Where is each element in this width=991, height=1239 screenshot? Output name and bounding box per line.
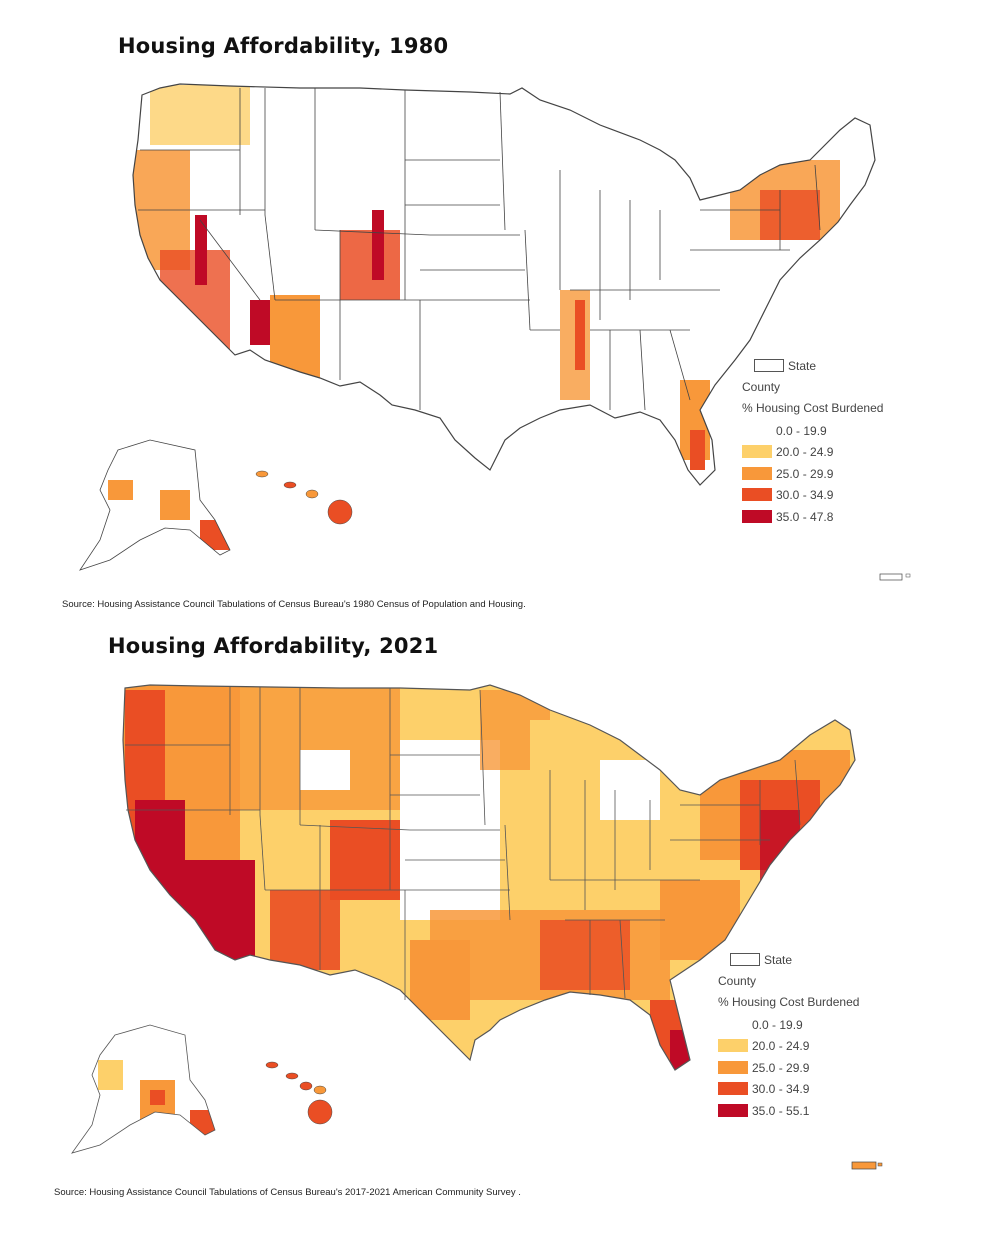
us-county-map-2021 — [71, 684, 883, 1170]
state-swatch — [754, 359, 784, 373]
legend-class-4: 35.0 - 55.1 — [718, 1101, 859, 1123]
legend-class-label: 25.0 - 29.9 — [776, 466, 834, 481]
legend-swatch-4 — [718, 1103, 748, 1117]
legend-class-0: 0.0 - 19.9 — [742, 421, 883, 443]
legend-class-4: 35.0 - 47.8 — [742, 507, 883, 529]
legend-class-label: 35.0 - 47.8 — [776, 509, 834, 524]
legend-swatch-0 — [718, 1018, 748, 1031]
source-note: Source: Housing Assistance Council Tabul… — [62, 599, 526, 610]
legend-class-2: 25.0 - 29.9 — [718, 1058, 859, 1080]
legend-swatch-1 — [742, 445, 772, 459]
state-borders-2021 — [122, 684, 856, 1071]
legend-swatch-2 — [718, 1060, 748, 1074]
legend-class-3: 30.0 - 34.9 — [718, 1079, 859, 1101]
puerto-rico-2021 — [851, 1161, 883, 1170]
legend-state-row: State — [742, 356, 883, 378]
legend-swatch-3 — [718, 1082, 748, 1096]
legend-class-label: 30.0 - 34.9 — [776, 487, 834, 502]
map-panel-1980: Housing Affordability, 1980 State County… — [62, 34, 911, 610]
legend-swatch-1 — [718, 1039, 748, 1053]
legend-class-label: 25.0 - 29.9 — [752, 1060, 810, 1075]
legend-class-label: 0.0 - 19.9 — [776, 423, 827, 438]
map-legend-1980: State County % Housing Cost Burdened 0.0… — [742, 356, 883, 528]
legend-state-label: State — [764, 952, 793, 967]
legend-class-2: 25.0 - 29.9 — [742, 464, 883, 486]
legend-class-3: 30.0 - 34.9 — [742, 485, 883, 507]
legend-class-1: 20.0 - 24.9 — [718, 1036, 859, 1058]
legend-class-1: 20.0 - 24.9 — [742, 442, 883, 464]
puerto-rico-1980 — [879, 573, 911, 581]
legend-class-label: 20.0 - 24.9 — [776, 444, 834, 459]
legend-state-row: State — [718, 950, 859, 972]
legend-measure-label: % Housing Cost Burdened — [742, 401, 884, 415]
legend-swatch-2 — [742, 466, 772, 480]
source-note: Source: Housing Assistance Council Tabul… — [54, 1187, 521, 1198]
map-legend-2021: State County % Housing Cost Burdened 0.0… — [718, 950, 859, 1122]
legend-class-0: 0.0 - 19.9 — [718, 1015, 859, 1037]
alaska-2021 — [72, 1025, 215, 1153]
legend-swatch-3 — [742, 488, 772, 502]
legend-county-label: County — [742, 379, 781, 394]
alaska-1980 — [80, 440, 230, 570]
map-title: Housing Affordability, 2021 — [108, 634, 439, 658]
legend-class-label: 35.0 - 55.1 — [752, 1103, 810, 1118]
hawaii-1980 — [255, 470, 353, 525]
map-panel-2021: Housing Affordability, 2021 State County… — [0, 620, 991, 1239]
legend-class-label: 0.0 - 19.9 — [752, 1017, 803, 1032]
legend-swatch-0 — [742, 424, 772, 437]
conus-1980 — [133, 84, 875, 485]
legend-state-label: State — [788, 358, 817, 373]
legend-county-label: County — [718, 973, 757, 988]
legend-class-label: 30.0 - 34.9 — [752, 1081, 810, 1096]
state-swatch — [730, 953, 760, 967]
legend-class-label: 20.0 - 24.9 — [752, 1038, 810, 1053]
state-borders-1980 — [132, 83, 876, 486]
hawaii-2021 — [265, 1061, 333, 1125]
legend-swatch-4 — [742, 509, 772, 523]
us-county-map-1980 — [79, 83, 911, 581]
map-title: Housing Affordability, 1980 — [118, 34, 449, 58]
legend-measure-label: % Housing Cost Burdened — [718, 995, 860, 1009]
